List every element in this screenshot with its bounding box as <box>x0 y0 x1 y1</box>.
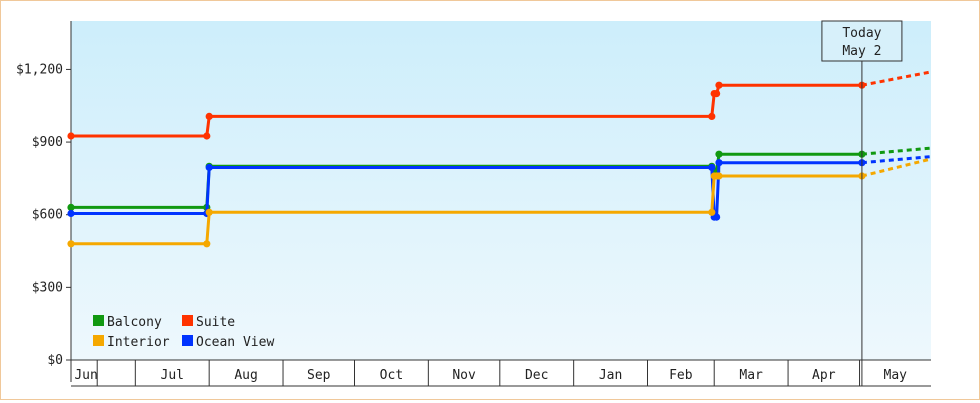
legend-label: Suite <box>196 315 235 330</box>
plot-background <box>71 21 931 360</box>
y-tick-label: $1,200 <box>16 62 63 77</box>
series-point <box>67 132 75 140</box>
x-tick-label: Apr <box>812 368 836 383</box>
legend-label: Ocean View <box>196 335 274 350</box>
today-label: Today <box>842 26 881 41</box>
series-projection <box>861 146 932 156</box>
series-point <box>715 81 723 89</box>
legend-swatch <box>182 335 193 346</box>
y-tick-label: $300 <box>32 280 63 295</box>
legend-swatch <box>93 315 104 326</box>
x-tick-label: Feb <box>669 368 693 383</box>
today-date: May 2 <box>842 44 881 59</box>
x-tick-label: Jun <box>74 368 97 383</box>
x-tick-label: May <box>884 368 908 383</box>
series-point <box>713 213 721 221</box>
series-projection <box>861 157 932 178</box>
legend-swatch <box>93 335 104 346</box>
legend-swatch <box>182 315 193 326</box>
y-tick-label: $600 <box>32 208 63 223</box>
series-point <box>203 240 211 248</box>
series-point <box>203 132 211 140</box>
series-point <box>708 208 716 216</box>
series-point <box>708 112 716 120</box>
x-tick-label: Aug <box>234 368 257 383</box>
series-point <box>205 112 213 120</box>
series-point <box>713 90 721 98</box>
y-tick-label: $900 <box>32 135 63 150</box>
legend-label: Balcony <box>107 315 162 330</box>
x-tick-label: Oct <box>380 368 403 383</box>
x-tick-label: Nov <box>452 368 476 383</box>
series-point <box>67 203 75 211</box>
y-tick-label: $0 <box>47 353 63 368</box>
series-projection <box>861 70 932 87</box>
x-tick-label: Dec <box>525 368 548 383</box>
series-point <box>67 209 75 218</box>
x-tick-label: Sep <box>307 368 331 383</box>
x-tick-label: Mar <box>739 368 763 383</box>
series-point <box>205 208 213 216</box>
series-point <box>715 150 723 158</box>
series-projection <box>861 155 932 165</box>
legend-label: Interior <box>107 335 170 350</box>
series-point <box>715 159 723 167</box>
series-point <box>205 163 213 172</box>
series-point <box>67 240 75 248</box>
x-tick-label: Jan <box>599 368 622 383</box>
series-point <box>715 172 723 180</box>
x-tick-label: Jul <box>161 368 184 383</box>
series-point <box>708 163 716 172</box>
today-box <box>821 20 903 62</box>
